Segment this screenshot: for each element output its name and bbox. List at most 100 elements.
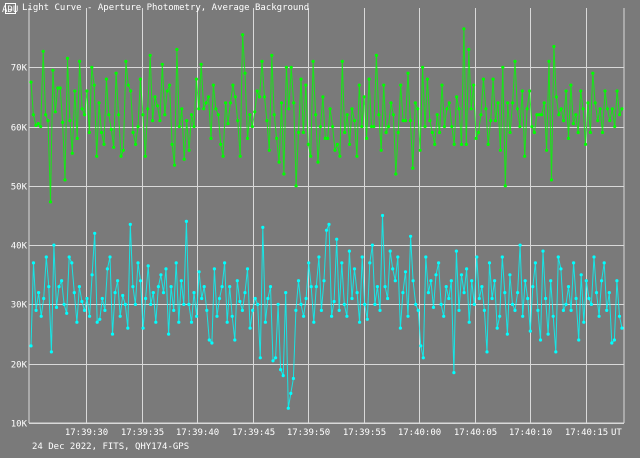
data-point [151, 119, 155, 123]
data-point [360, 255, 364, 259]
data-point [559, 267, 563, 271]
data-point [596, 119, 600, 123]
data-point [564, 89, 568, 93]
data-point [197, 270, 201, 274]
data-point [551, 314, 555, 318]
data-point [228, 285, 232, 289]
x-tick-label: 17:39:40 [176, 428, 219, 438]
data-point [426, 291, 430, 295]
data-point [119, 154, 123, 158]
data-point [284, 291, 288, 295]
data-point [423, 125, 427, 129]
data-point [236, 119, 240, 123]
data-point [352, 119, 357, 123]
data-point [409, 234, 413, 238]
data-point [138, 77, 142, 81]
data-point [121, 293, 125, 298]
data-point [80, 299, 84, 304]
data-point [365, 136, 369, 140]
data-point [136, 125, 140, 129]
data-point [491, 77, 495, 81]
data-point [95, 154, 99, 158]
data-point [46, 119, 50, 123]
data-point [348, 142, 352, 146]
data-point [112, 145, 116, 149]
data-point [335, 237, 339, 241]
data-point [455, 95, 459, 99]
data-point [493, 119, 498, 123]
data-point [98, 317, 102, 321]
data-point [583, 142, 588, 146]
data-point [161, 291, 166, 295]
data-point [61, 120, 65, 124]
data-point [386, 125, 391, 129]
data-point [206, 95, 211, 99]
data-point [276, 302, 280, 306]
data-point [608, 119, 612, 123]
data-point [347, 249, 351, 253]
data-point [312, 320, 316, 324]
data-point [485, 350, 489, 354]
data-point [156, 285, 160, 289]
data-point [256, 302, 260, 306]
data-point [105, 267, 109, 271]
data-point [131, 285, 135, 289]
data-point [340, 261, 344, 265]
data-point [355, 154, 359, 158]
data-point [131, 130, 135, 135]
data-point [332, 299, 336, 304]
data-point [146, 264, 150, 268]
data-point [207, 338, 211, 342]
data-point [477, 296, 481, 301]
grid [28, 8, 625, 424]
data-point [345, 113, 349, 117]
data-point [179, 279, 183, 283]
data-point [230, 314, 234, 318]
data-point [116, 279, 120, 283]
data-point [391, 267, 395, 271]
data-point [464, 142, 468, 146]
series-bottom-line [30, 215, 623, 409]
data-point [97, 101, 101, 105]
data-point [168, 83, 172, 87]
data-point [401, 291, 405, 295]
data-point [394, 172, 398, 176]
data-point [429, 279, 433, 283]
data-point [172, 163, 177, 167]
data-point [374, 53, 378, 58]
data-point [618, 113, 622, 117]
data-point [318, 125, 322, 129]
x-tick-label: 17:39:45 [232, 428, 275, 438]
data-point [350, 296, 354, 301]
data-point [253, 110, 257, 114]
data-point [85, 296, 89, 301]
data-point [479, 113, 483, 117]
data-point [498, 148, 502, 152]
data-point [68, 119, 72, 123]
data-point [124, 59, 128, 64]
data-point [380, 213, 385, 218]
light-curve-app-icon[interactable]: ⌁ [5, 2, 16, 14]
data-point [138, 279, 143, 283]
data-point [189, 113, 194, 117]
data-point [501, 65, 505, 69]
data-point [518, 243, 522, 247]
data-point [260, 59, 264, 64]
data-point [452, 371, 456, 375]
data-point [136, 261, 140, 265]
data-point [44, 113, 48, 117]
data-point [340, 59, 344, 64]
data-point [80, 107, 84, 111]
data-point [268, 285, 273, 289]
data-point [592, 255, 596, 259]
data-point [296, 279, 301, 283]
data-point [44, 255, 48, 259]
data-point [67, 255, 71, 259]
data-point [500, 255, 504, 259]
data-point [521, 314, 525, 318]
data-point [141, 113, 145, 117]
data-point [107, 113, 111, 117]
data-point [459, 142, 464, 146]
data-point [296, 130, 301, 135]
data-point [591, 71, 595, 75]
